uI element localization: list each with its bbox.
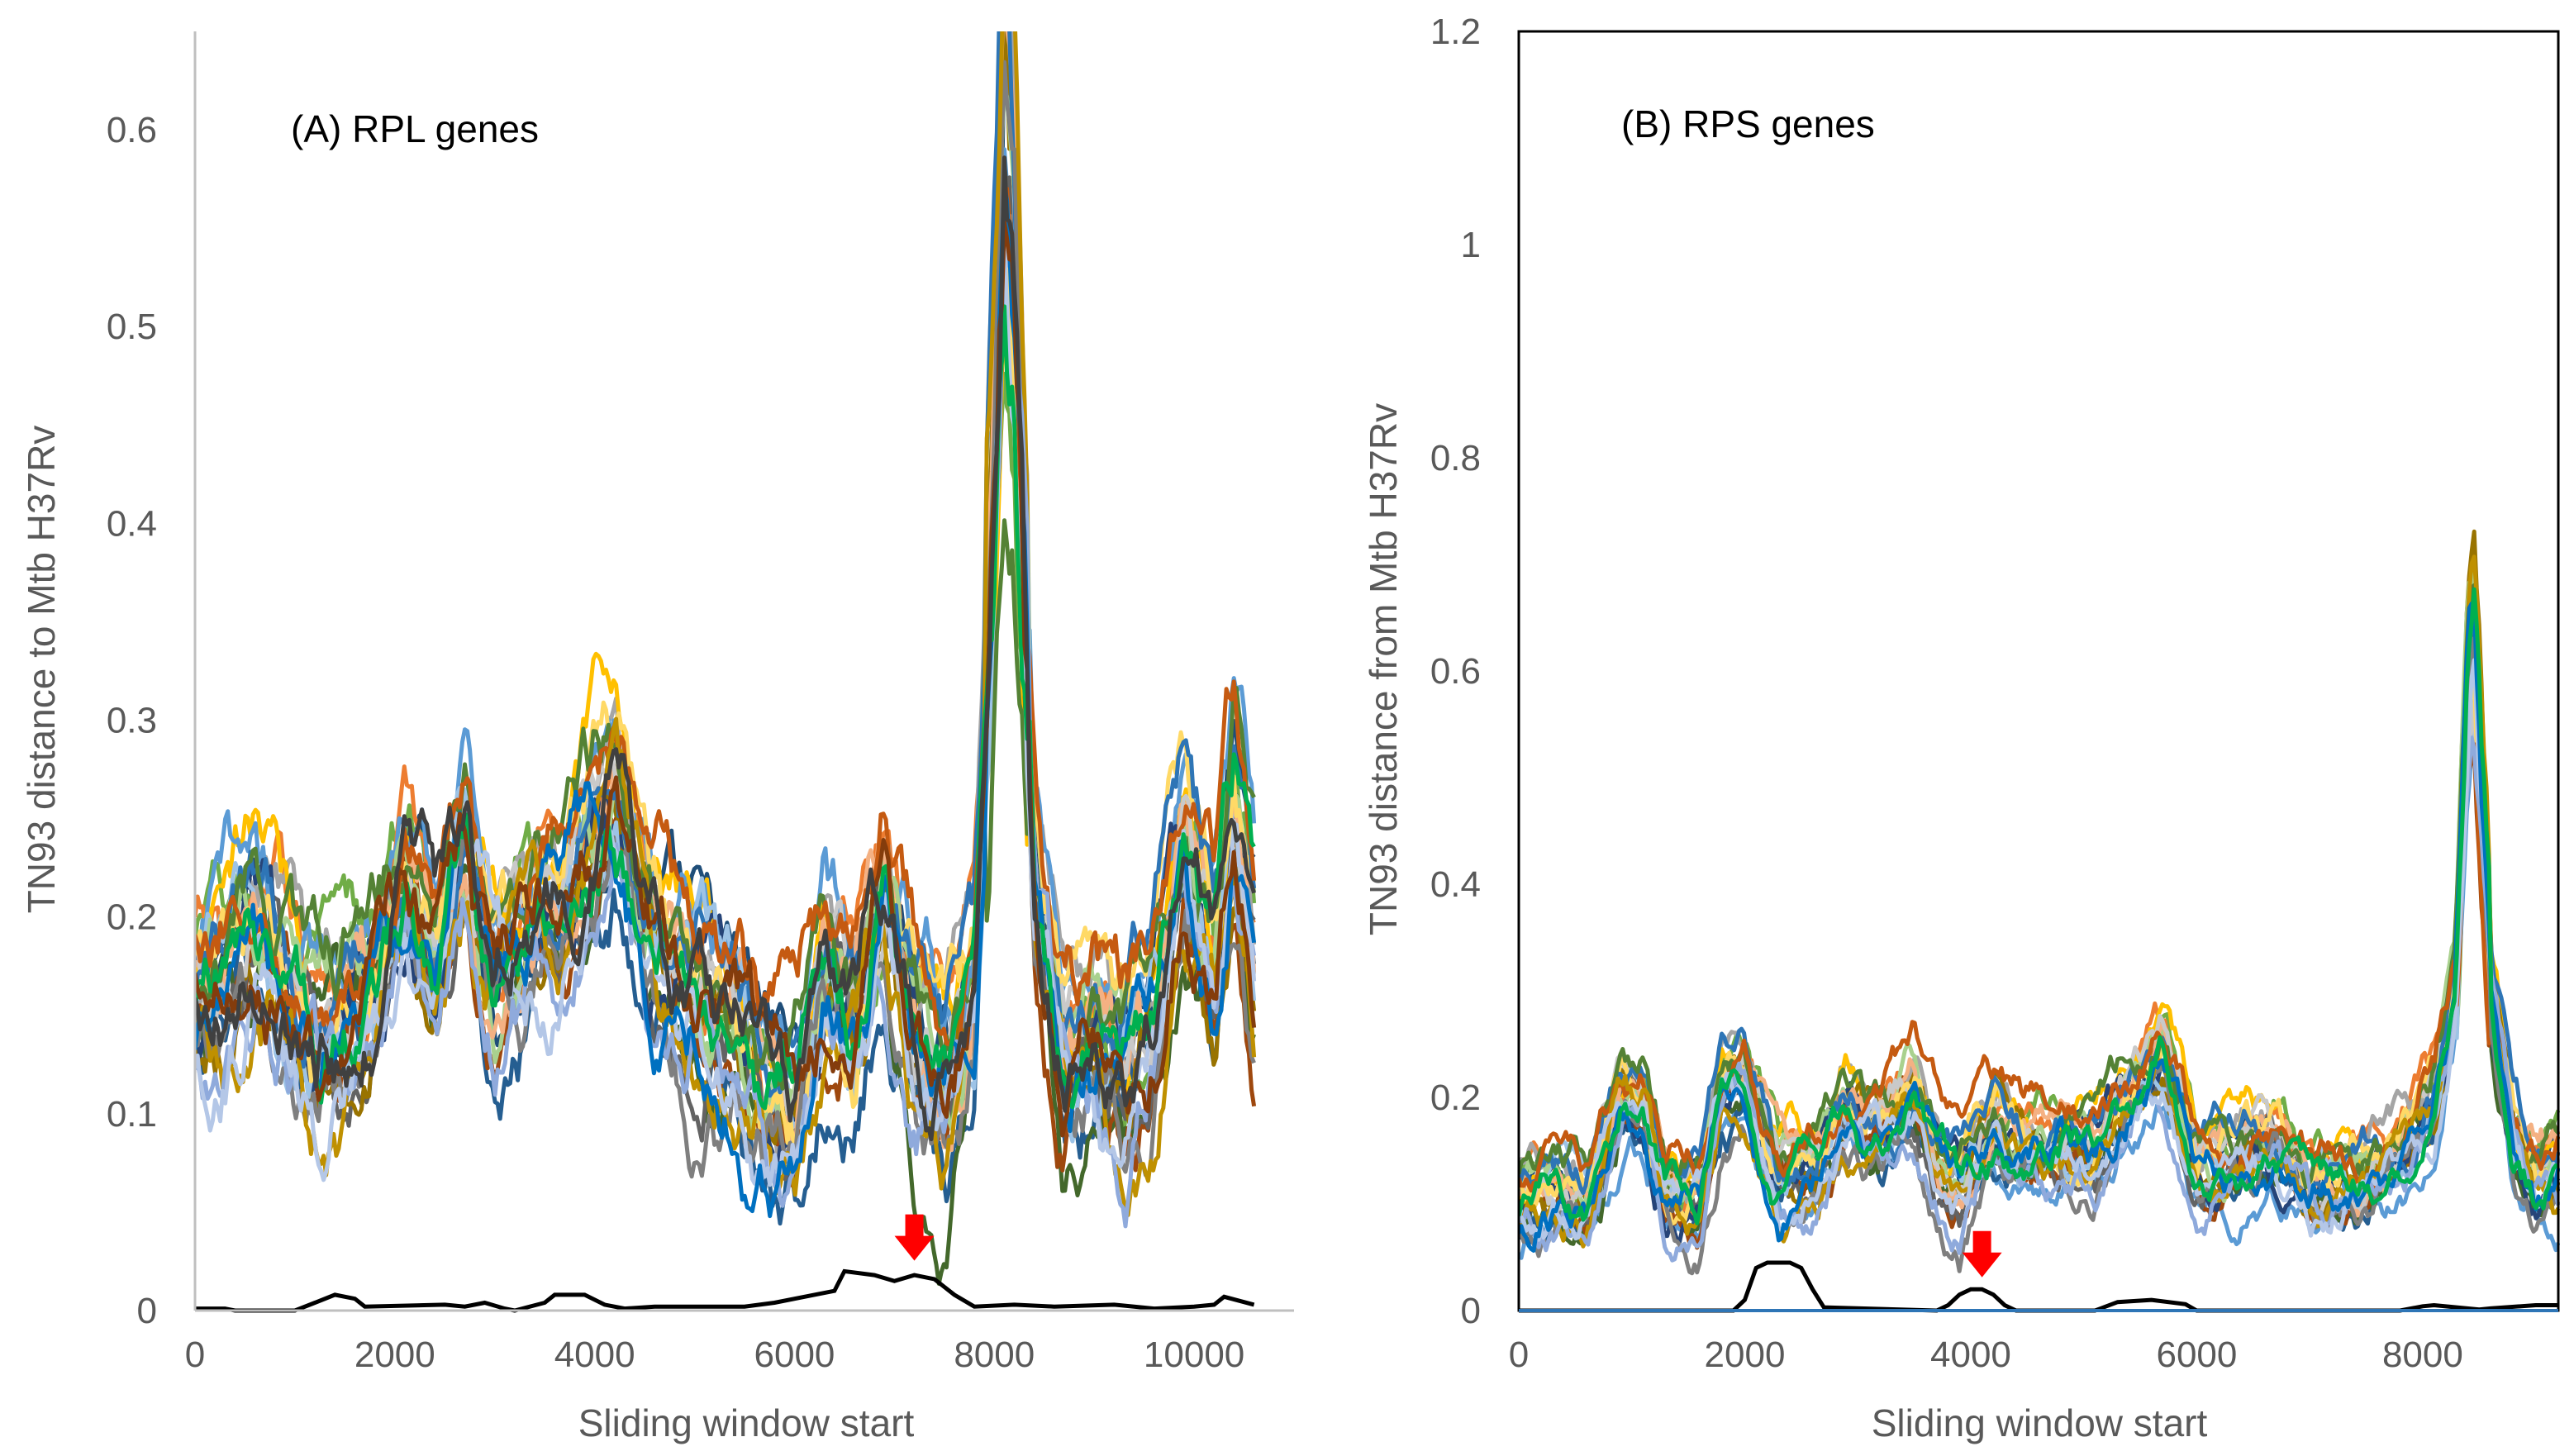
x-tick-label-a-1: 2000 [354,1335,435,1375]
x-tick-label-a-5: 10000 [1144,1335,1244,1375]
y-tick-label-b-4: 0.8 [1430,438,1481,478]
threshold-line-b [1519,1260,2558,1313]
y-ticks-b: 0 0.2 0.4 0.6 0.8 1 1.2 [1430,12,1481,1331]
red-arrow-a [894,1214,935,1261]
red-arrow-b [1962,1230,2002,1278]
panel-label-b: (B) RPS genes [1621,102,1875,145]
y-tick-label-a-4: 0.4 [107,503,157,544]
y-tick-label-b-0: 0 [1461,1291,1481,1331]
series-group-b [1519,529,2560,1276]
y-axis-title-b: TN93 distance from Mtb H37Rv [1362,403,1405,935]
y-tick-label-b-1: 0.2 [1430,1078,1481,1118]
series-group-a [195,31,1257,1286]
y-tick-label-a-1: 0.1 [107,1094,157,1135]
chart-panel-a: 0 0.1 0.2 0.3 0.4 0.5 0.6 0 2000 4000 6000 8000 100… [20,31,1294,1444]
y-ticks-a: 0 0.1 0.2 0.3 0.4 0.5 0.6 [107,110,157,1331]
x-tick-label-a-4: 8000 [954,1335,1035,1375]
y-tick-label-b-3: 0.6 [1430,651,1481,692]
y-tick-label-b-5: 1 [1461,225,1481,265]
x-ticks-a: 0 2000 4000 6000 8000 10000 [185,1335,1245,1375]
y-tick-label-a-6: 0.6 [107,110,157,150]
series-line-a-27 [195,155,1257,1142]
series-line-b-25 [1519,587,2559,1225]
x-ticks-b: 0 2000 4000 6000 8000 [1509,1335,2463,1375]
threshold-line-a [195,1268,1255,1313]
x-tick-label-b-2: 4000 [1930,1335,2011,1375]
y-tick-label-a-2: 0.2 [107,897,157,938]
x-tick-label-a-0: 0 [185,1335,205,1375]
x-tick-label-b-4: 8000 [2382,1335,2463,1375]
x-tick-label-b-0: 0 [1509,1335,1529,1375]
y-tick-label-b-6: 1.2 [1430,12,1481,52]
x-axis-title-b: Sliding window start [1872,1401,2208,1444]
series-line-a-22 [195,234,1257,1229]
y-tick-label-a-5: 0.5 [107,307,157,347]
x-axis-title-a: Sliding window start [578,1401,915,1444]
series-line-a-25 [195,304,1256,1111]
panel-label-a: (A) RPL genes [291,107,539,150]
x-tick-label-b-1: 2000 [1705,1335,1786,1375]
y-tick-label-a-0: 0 [137,1291,157,1331]
x-tick-label-b-3: 6000 [2156,1335,2237,1375]
y-axis-title-a: TN93 distance to Mtb H37Rv [20,426,63,914]
x-tick-label-a-3: 6000 [754,1335,835,1375]
x-tick-label-a-2: 4000 [554,1335,635,1375]
y-tick-label-b-2: 0.4 [1430,864,1481,905]
chart-panel-b: 0 0.2 0.4 0.6 0.8 1 1.2 0 2000 4000 6000 8000 (B) … [1362,12,2560,1444]
y-tick-label-a-3: 0.3 [107,701,157,741]
